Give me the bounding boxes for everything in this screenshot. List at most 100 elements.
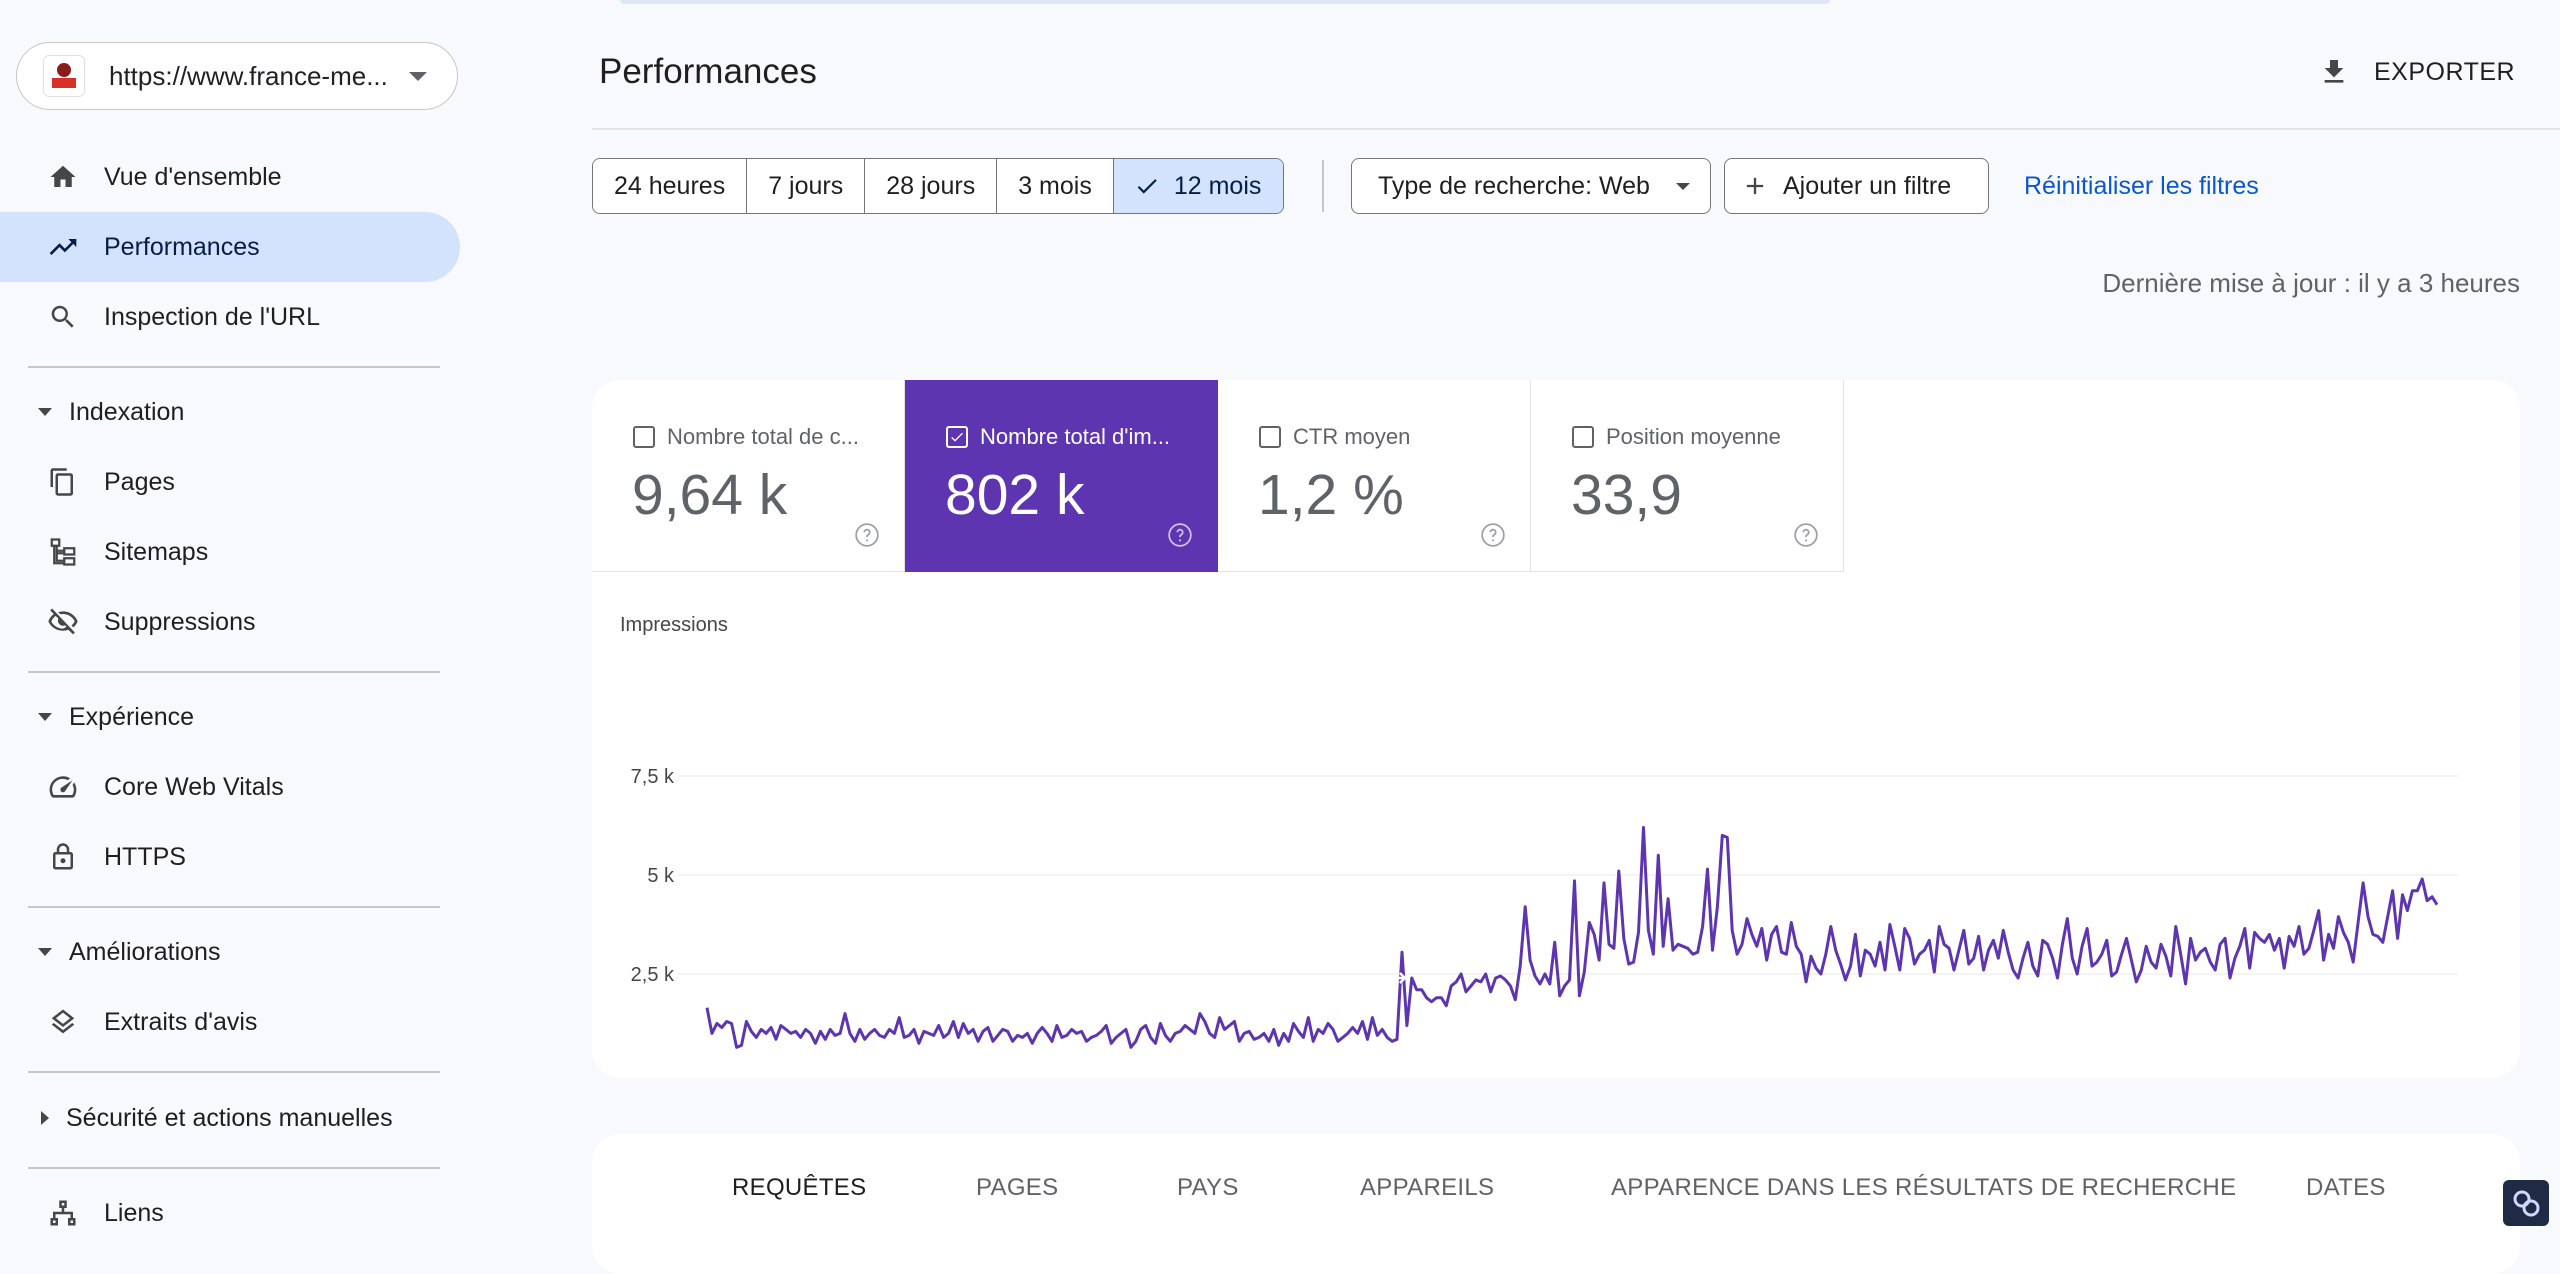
add-filter-button[interactable]: Ajouter un filtre — [1724, 158, 1989, 214]
nav-item-label: Vue d'ensemble — [104, 162, 282, 191]
section-experience[interactable]: Expérience — [0, 687, 460, 747]
nav-item-liens[interactable]: Liens — [0, 1178, 460, 1248]
export-label: EXPORTER — [2374, 57, 2516, 86]
nav-item-suppressions[interactable]: Suppressions — [0, 587, 460, 657]
nav-item-label: Inspection de l'URL — [104, 302, 321, 331]
tab-appareils[interactable]: APPAREILS — [1360, 1174, 1495, 1201]
metric-label: Position moyenne — [1606, 424, 1781, 449]
nav-item-label: Suppressions — [104, 607, 256, 636]
section-securite[interactable]: Sécurité et actions manuelles — [0, 1088, 460, 1148]
metric-value: 9,64 k — [632, 463, 788, 527]
nav-item-sitemaps[interactable]: Sitemaps — [0, 517, 460, 587]
nav-item-performances[interactable]: Performances — [0, 212, 460, 282]
date-range-selector: 24 heures 7 jours 28 jours 3 mois 12 moi… — [592, 158, 1285, 214]
sidebar-divider — [28, 1167, 440, 1169]
nav-item-label: Core Web Vitals — [104, 772, 284, 801]
metric-label: Nombre total de c... — [667, 424, 859, 449]
pages-icon — [44, 463, 82, 501]
metric-total-impressions[interactable]: Nombre total d'im... 802 k — [905, 380, 1218, 572]
nav-item-url-inspection[interactable]: Inspection de l'URL — [0, 282, 460, 352]
home-icon — [44, 158, 82, 196]
download-icon — [2318, 56, 2350, 88]
series-line — [705, 826, 2439, 1049]
speed-icon — [44, 768, 82, 806]
checkbox[interactable] — [633, 426, 655, 448]
section-label: Indexation — [69, 397, 185, 426]
extension-icon[interactable] — [2503, 1180, 2549, 1226]
checkbox[interactable] — [1259, 426, 1281, 448]
metric-label: CTR moyen — [1293, 424, 1411, 449]
range-28d[interactable]: 28 jours — [865, 159, 998, 213]
range-3m[interactable]: 3 mois — [997, 159, 1114, 213]
metric-value: 1,2 % — [1258, 463, 1404, 527]
tab-dates[interactable]: DATES — [2306, 1174, 2386, 1201]
range-12m[interactable]: 12 mois — [1113, 159, 1284, 213]
range-12m-label: 12 mois — [1173, 171, 1262, 200]
lock-icon — [44, 838, 82, 876]
nav-item-label: Performances — [104, 232, 260, 261]
trending-up-icon — [44, 228, 82, 266]
site-favicon — [43, 55, 85, 97]
nav-item-label: Pages — [104, 467, 175, 496]
checkbox[interactable] — [1572, 426, 1594, 448]
metric-value: 802 k — [945, 463, 1085, 527]
search-type-label: Type de recherche: Web — [1378, 171, 1650, 200]
chevron-down-icon — [409, 71, 427, 81]
visibility-off-icon — [44, 603, 82, 641]
tab-pages[interactable]: PAGES — [976, 1174, 1059, 1201]
nav-item-extraits-avis[interactable]: Extraits d'avis — [0, 987, 460, 1057]
performance-card: Nombre total de c... 9,64 k Nombre total… — [592, 380, 2520, 1078]
tab-pays[interactable]: PAYS — [1177, 1174, 1239, 1201]
nav-item-pages[interactable]: Pages — [0, 447, 460, 517]
metric-label: Nombre total d'im... — [980, 424, 1171, 449]
nav-item-overview[interactable]: Vue d'ensemble — [0, 142, 460, 212]
sidebar-divider — [28, 1071, 440, 1073]
caret-down-icon — [38, 713, 52, 721]
section-ameliorations[interactable]: Améliorations — [0, 922, 460, 982]
add-filter-label: Ajouter un filtre — [1783, 171, 1952, 200]
nav-item-label: Sitemaps — [104, 537, 209, 566]
section-label: Sécurité et actions manuelles — [66, 1103, 393, 1132]
last-update-text: Dernière mise à jour : il y a 3 heures — [2102, 268, 2520, 298]
section-label: Améliorations — [69, 937, 221, 966]
y-tick-label: 5 k — [647, 865, 675, 887]
search-icon — [44, 298, 82, 336]
impressions-line-chart: 02,5 k5 k7,5 k29/02/202406/04/202413/05/… — [631, 766, 2458, 1049]
help-icon[interactable] — [1167, 522, 1193, 548]
metric-average-ctr[interactable]: CTR moyen 1,2 % — [1218, 380, 1531, 572]
tab-apparence[interactable]: APPARENCE DANS LES RÉSULTATS DE RECHERCH… — [1611, 1174, 2237, 1201]
search-type-select[interactable]: Type de recherche: Web — [1351, 158, 1711, 214]
help-icon[interactable] — [854, 522, 880, 548]
arrow-right-icon — [1393, 972, 1407, 984]
reset-filters-link[interactable]: Réinitialiser les filtres — [2024, 172, 2259, 200]
layers-icon — [44, 1003, 82, 1041]
chart-y-axis-title: Impressions — [620, 614, 728, 636]
nav-item-core-web-vitals[interactable]: Core Web Vitals — [0, 752, 460, 822]
sidebar-divider — [28, 906, 440, 908]
dimension-tabs-card: REQUÊTES PAGES PAYS APPAREILS APPARENCE … — [592, 1134, 2520, 1274]
nav-item-label: Liens — [104, 1198, 164, 1227]
checkbox[interactable] — [946, 426, 968, 448]
nav-item-https[interactable]: HTTPS — [0, 822, 460, 892]
sidebar-divider — [28, 366, 440, 368]
help-icon[interactable] — [1793, 522, 1819, 548]
export-button[interactable]: EXPORTER — [2318, 50, 2515, 94]
range-24h[interactable]: 24 heures — [593, 159, 748, 213]
nav-item-label: HTTPS — [104, 842, 186, 871]
section-indexation[interactable]: Indexation — [0, 382, 460, 442]
y-tick-label: 2,5 k — [631, 964, 675, 986]
nav-item-label: Extraits d'avis — [104, 1007, 258, 1036]
links-icon — [44, 1194, 82, 1232]
metric-average-position[interactable]: Position moyenne 33,9 — [1531, 380, 1844, 572]
sidebar-divider — [28, 671, 440, 673]
range-7d[interactable]: 7 jours — [747, 159, 866, 213]
metric-total-clicks[interactable]: Nombre total de c... 9,64 k — [592, 380, 905, 572]
chevron-down-icon — [1676, 182, 1690, 190]
tab-requetes[interactable]: REQUÊTES — [732, 1174, 867, 1201]
check-icon — [1134, 173, 1160, 199]
metric-value: 33,9 — [1571, 463, 1682, 527]
plus-icon — [1741, 172, 1769, 200]
top-progress-strip — [620, 0, 1830, 4]
help-icon[interactable] — [1480, 522, 1506, 548]
property-selector[interactable]: https://www.france-me... — [16, 42, 458, 110]
